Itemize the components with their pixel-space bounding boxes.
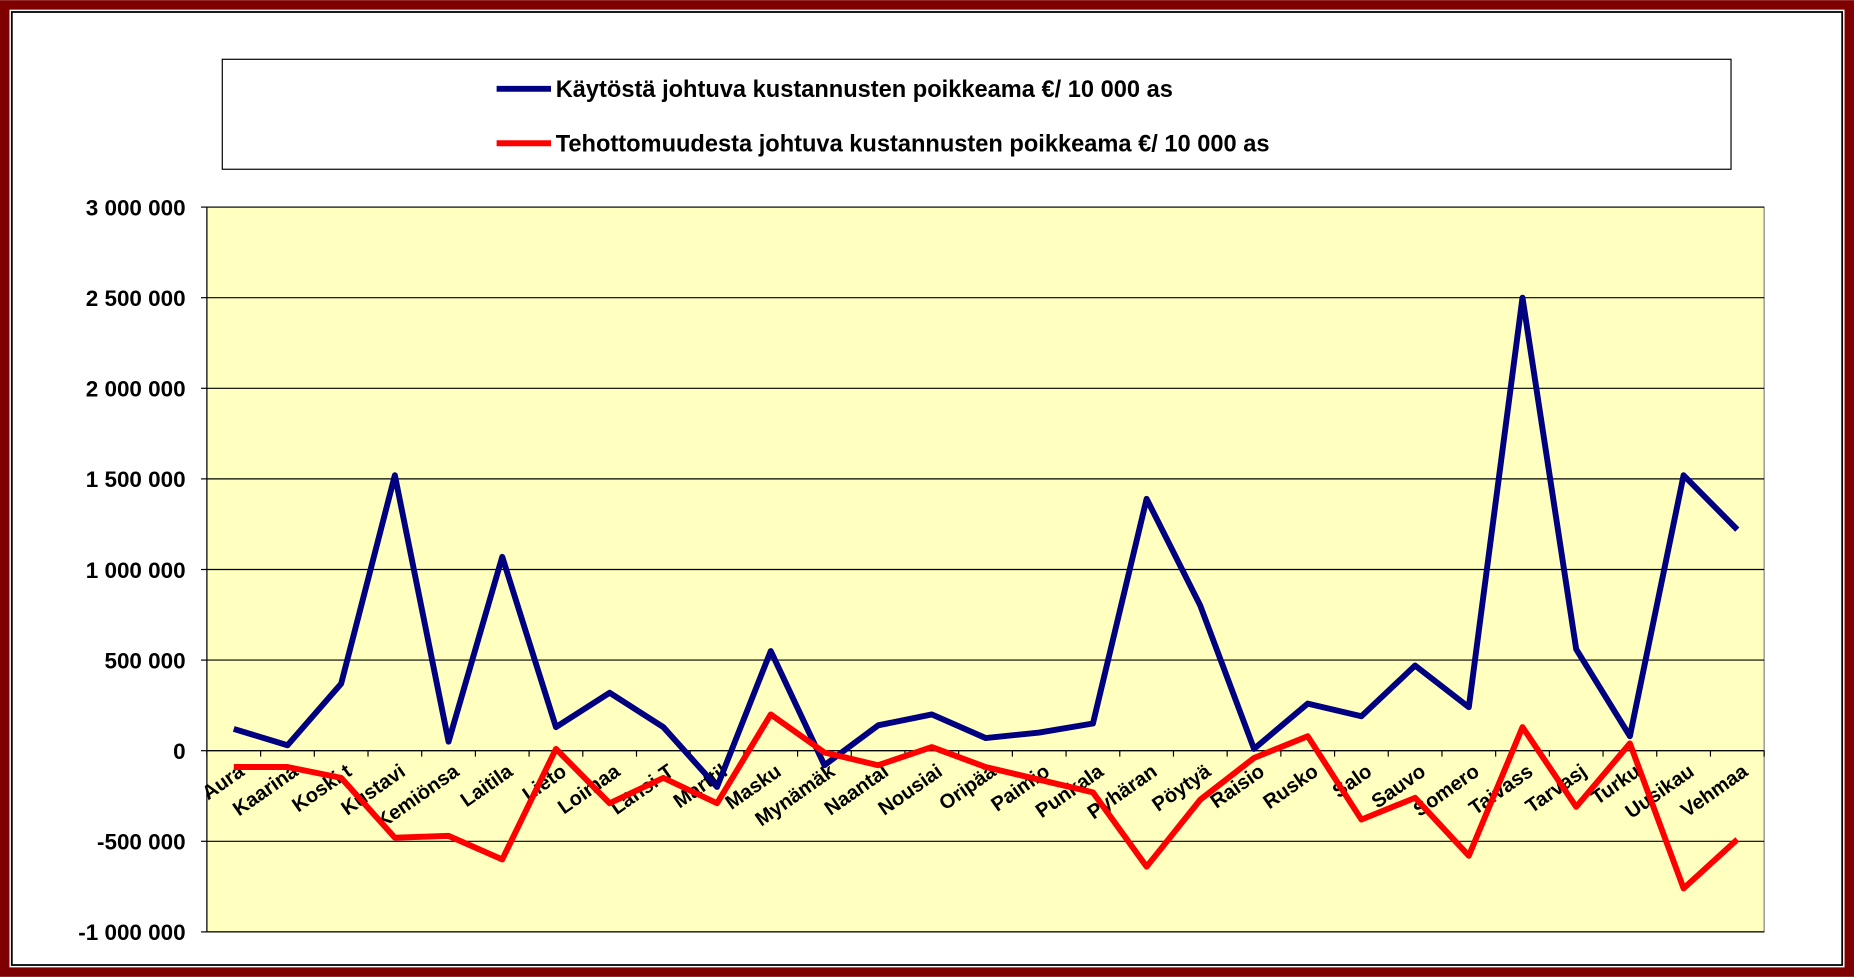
y-tick-label: -1 000 000 [78,920,185,945]
y-tick-label: 3 000 000 [86,195,186,220]
y-tick-label: 2 000 000 [86,377,186,402]
legend-box [221,58,1732,170]
series-line [232,294,1740,790]
y-tick-label: -500 000 [97,830,186,855]
y-tick-label: 1 500 000 [86,467,186,492]
legend-label: Käytöstä johtuva kustannusten poikkeama … [556,77,1173,103]
y-tick-label: 500 000 [104,648,185,673]
y-tick-label: 0 [173,739,185,764]
y-tick-label: 1 000 000 [86,558,186,583]
legend-label: Tehottomuudesta johtuva kustannusten poi… [556,132,1270,158]
y-tick-label: 2 500 000 [86,286,186,311]
series-line [233,711,1740,892]
frame-inner [10,11,1844,966]
